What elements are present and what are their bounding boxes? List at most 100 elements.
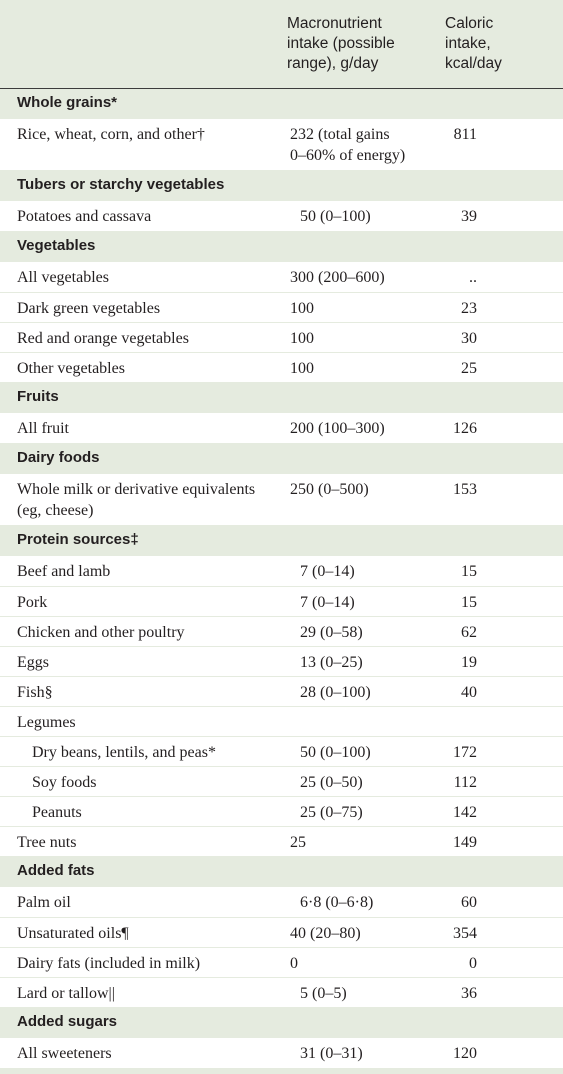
table-row: Legumes [0,707,563,737]
section-label: Protein sources‡ [17,531,139,548]
header-macro-line: Macronutrient [287,15,382,32]
header-caloric: Caloric intake, kcal/day [445,14,555,74]
macro-intake-line: 50 (0–100) [300,744,371,761]
food-name-line: Eggs [17,654,49,671]
macro-intake-line: 6·8 (0–6·8) [300,894,374,911]
food-name-line: Soy foods [32,774,97,791]
macro-intake: 200 (100–300) [290,418,385,439]
table-row: Fish§ 28 (0–100) 40 [0,677,563,707]
section-label: Fruits [17,388,59,405]
food-name-line: Lard or tallow|| [17,985,115,1002]
macro-intake: 0 [290,953,298,974]
food-name: Eggs [17,652,49,673]
macro-intake-line: 13 (0–25) [300,654,363,671]
food-name-line: Pork [17,594,48,611]
macro-intake: 232 (total gains 0–60% of energy) [290,124,405,166]
food-name: Palm oil [17,892,71,913]
section-header: Whole grains* [0,89,563,119]
table-row: Beef and lamb 7 (0–14) 15 [0,556,563,587]
food-name: Dairy fats (included in milk) [17,953,200,974]
caloric-intake: 153 [453,481,477,498]
table-row: Lard or tallow|| 5 (0–5) 36 [0,978,563,1008]
macro-intake-line: 31 (0–31) [300,1045,363,1062]
food-name: All sweeteners [17,1043,112,1064]
food-name: Soy foods [32,772,96,793]
food-name-line: All fruit [17,420,69,437]
macro-intake-line: 100 [290,360,314,377]
caloric-intake: 39 [461,208,477,225]
food-name-line: Dairy fats (included in milk) [17,955,201,972]
header-kcal-line: kcal/day [445,55,502,72]
macro-intake-line: 25 (0–75) [300,804,363,821]
macro-intake-line: 5 (0–5) [300,985,347,1002]
macro-intake: 100 [290,328,314,349]
header-macro-line: range), g/day [287,55,379,72]
table-body: Whole grains* Rice, wheat, corn, and othe… [0,89,563,1069]
food-name-line: All sweeteners [17,1045,112,1062]
food-name: Pork [17,592,47,613]
food-name: Rice, wheat, corn, and other† [17,124,205,145]
table-row: Dark green vegetables 100 23 [0,293,563,323]
table-row: Red and orange vegetables 100 30 [0,323,563,353]
section-header: Dairy foods [0,444,563,474]
header-macronutrient: Macronutrient intake (possible range), g… [287,14,427,74]
caloric-intake: 23 [461,300,477,317]
food-name: Peanuts [32,802,82,823]
macro-intake: 25 (0–75) [300,802,363,823]
caloric-intake: .. [469,269,477,286]
food-name: Unsaturated oils¶ [17,923,129,944]
food-name-line: Peanuts [32,804,82,821]
caloric-intake: 172 [453,744,477,761]
caloric-intake: 811 [453,126,477,143]
table-header: Macronutrient intake (possible range), g… [0,0,563,89]
macro-intake: 40 (20–80) [290,923,361,944]
food-name-line: Fish§ [17,684,53,701]
food-name: Legumes [17,712,76,733]
table-row: Whole milk or derivative equivalents (eg,… [0,474,563,526]
table-row: Unsaturated oils¶ 40 (20–80) 354 [0,918,563,948]
macro-intake-line: 100 [290,300,314,317]
macro-intake: 5 (0–5) [300,983,347,1004]
food-name-line: (eg, cheese) [17,502,94,519]
macro-intake: 100 [290,298,314,319]
table-row: Dry beans, lentils, and peas* 50 (0–100) 1… [0,737,563,767]
caloric-intake: 120 [453,1045,477,1062]
section-header: Added sugars [0,1008,563,1038]
caloric-intake: 112 [453,774,477,791]
food-name: Potatoes and cassava [17,206,151,227]
table-row: All sweeteners 31 (0–31) 120 [0,1038,563,1069]
food-name-line: Dark green vegetables [17,300,161,317]
caloric-intake: 354 [453,925,477,942]
section-header: Tubers or starchy vegetables [0,171,563,201]
caloric-intake: 0 [469,955,477,972]
food-name-line: Chicken and other poultry [17,624,185,641]
caloric-intake: 30 [461,330,477,347]
section-header: Fruits [0,383,563,413]
section-label: Vegetables [17,237,96,254]
food-name: Tree nuts [17,832,76,853]
macro-intake: 7 (0–14) [300,561,355,582]
table-row: Potatoes and cassava 50 (0–100) 39 [0,201,563,232]
macro-intake: 25 [290,832,306,853]
food-name-line: All vegetables [17,269,109,286]
macro-intake: 7 (0–14) [300,592,355,613]
caloric-intake: 126 [453,420,477,437]
macro-intake: 6·8 (0–6·8) [300,892,373,913]
macro-intake: 29 (0–58) [300,622,363,643]
food-name: Other vegetables [17,358,125,379]
caloric-intake: 62 [461,624,477,641]
macro-intake-line: 29 (0–58) [300,624,363,641]
table-row: Eggs 13 (0–25) 19 [0,647,563,677]
macro-intake: 28 (0–100) [300,682,371,703]
macro-intake-line: 300 (200–600) [290,269,385,286]
table-row: Rice, wheat, corn, and other† 232 (total … [0,119,563,171]
header-macro-line: intake (possible [287,35,395,52]
caloric-intake: 142 [453,804,477,821]
table-row: Pork 7 (0–14) 15 [0,587,563,617]
caloric-intake: 149 [453,834,477,851]
food-name-line: Whole milk or derivative equivalents [17,481,256,498]
macro-intake: 31 (0–31) [300,1043,363,1064]
food-name: Whole milk or derivative equivalents (eg,… [17,479,255,521]
macro-intake-line: 25 (0–50) [300,774,363,791]
